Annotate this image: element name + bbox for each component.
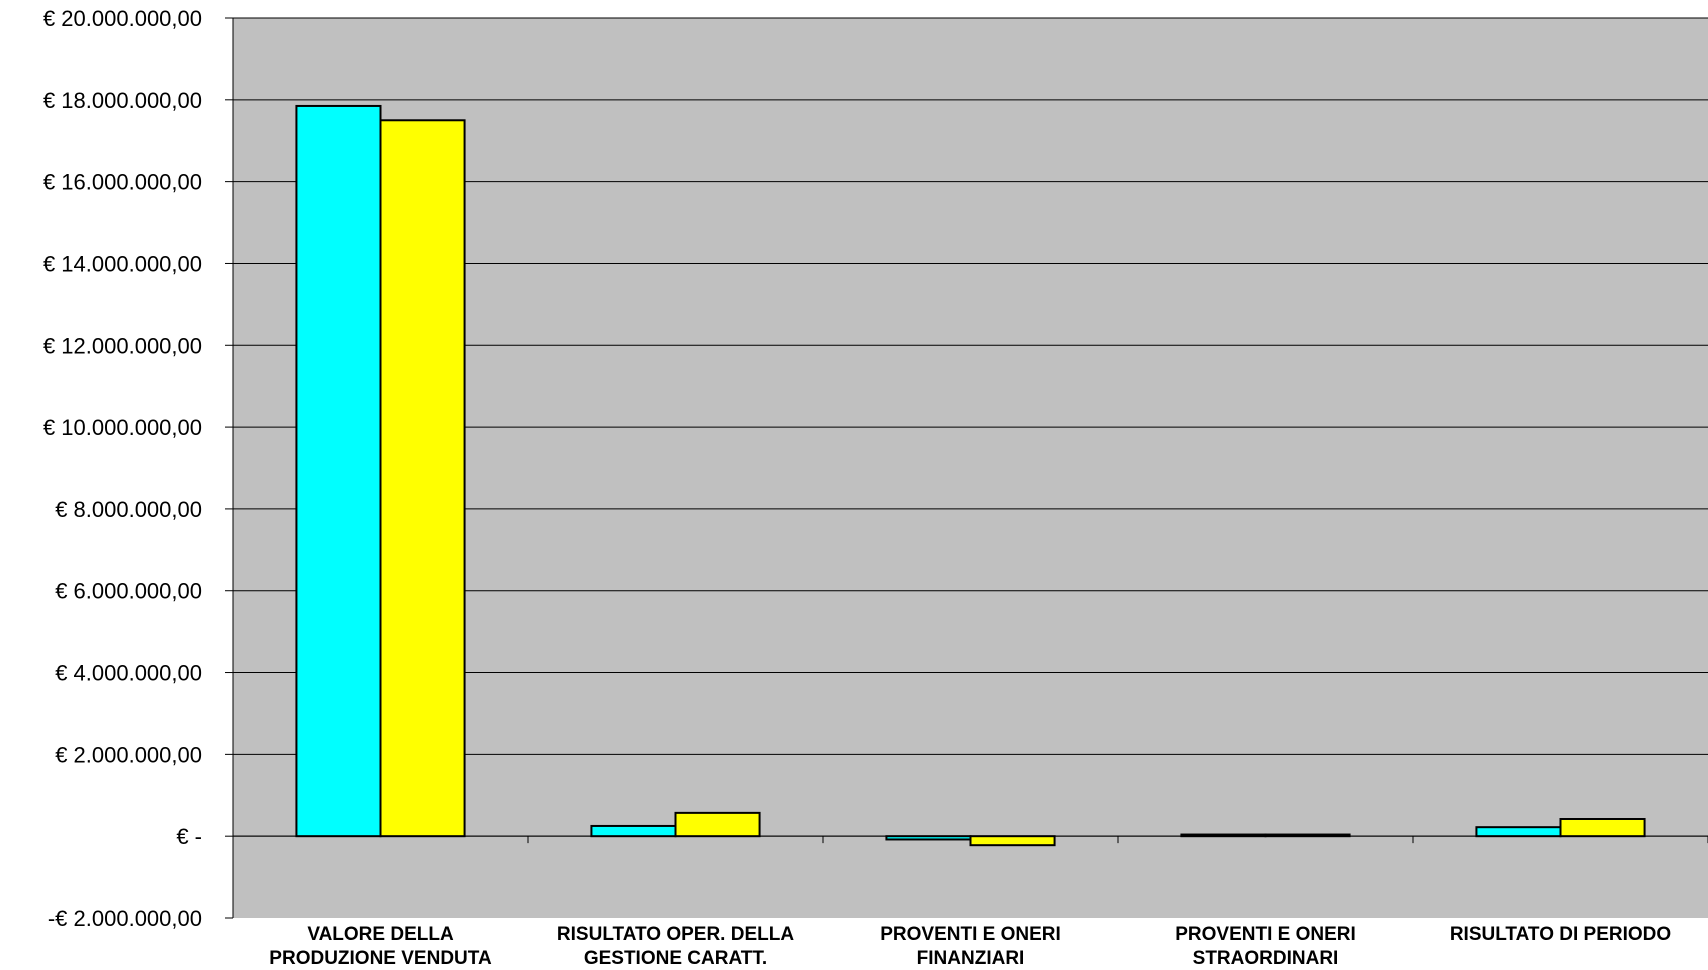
y-tick-label: € 8.000.000,00 — [55, 497, 202, 522]
bar-series-1-category-1 — [295, 104, 382, 838]
bar-series-1-category-3 — [885, 835, 972, 841]
y-tick-label: € 2.000.000,00 — [55, 742, 202, 767]
y-tick-label: € 12.000.000,00 — [43, 333, 202, 358]
y-tick-label: € 18.000.000,00 — [43, 88, 202, 113]
x-category-label: PROVENTI E ONERI STRAORDINARI — [1175, 924, 1356, 969]
bar-series-1-category-4 — [1180, 833, 1267, 838]
y-axis: € 20.000.000,00 € 18.000.000,00 € 16.000.0… — [43, 6, 234, 931]
plot-area — [233, 18, 1708, 918]
bar-series-1-category-5 — [1475, 826, 1562, 838]
x-category-label: VALORE DELLA PRODUZIONE VENDUTA — [269, 924, 492, 969]
bars — [295, 104, 1646, 847]
y-tick-label: € 16.000.000,00 — [43, 170, 202, 195]
bar-series-2-category-4 — [1264, 833, 1351, 838]
y-tick-label: € 10.000.000,00 — [43, 415, 202, 440]
x-category-label: RISULTATO OPER. DELLA GESTIONE CARATT. — [557, 924, 794, 969]
bar-series-2-category-3 — [969, 835, 1056, 847]
y-tick-label: € 4.000.000,00 — [55, 661, 202, 686]
y-tick-label: -€ 2.000.000,00 — [48, 906, 202, 931]
bar-series-2-category-1 — [379, 119, 466, 838]
bar-series-2-category-2 — [674, 811, 761, 838]
y-tick-label: € 14.000.000,00 — [43, 251, 202, 276]
x-axis: VALORE DELLA PRODUZIONE VENDUTA RISULTATO … — [233, 835, 1708, 969]
x-category-label: PROVENTI E ONERI FINANZIARI — [880, 924, 1061, 969]
x-category-label: RISULTATO DI PERIODO — [1450, 924, 1671, 945]
y-tick-label: € 6.000.000,00 — [55, 579, 202, 604]
y-tick-label: € - — [176, 824, 202, 849]
y-tick-label: € 20.000.000,00 — [43, 6, 202, 31]
bar-series-2-category-5 — [1559, 818, 1646, 838]
bar-series-1-category-2 — [590, 824, 677, 838]
